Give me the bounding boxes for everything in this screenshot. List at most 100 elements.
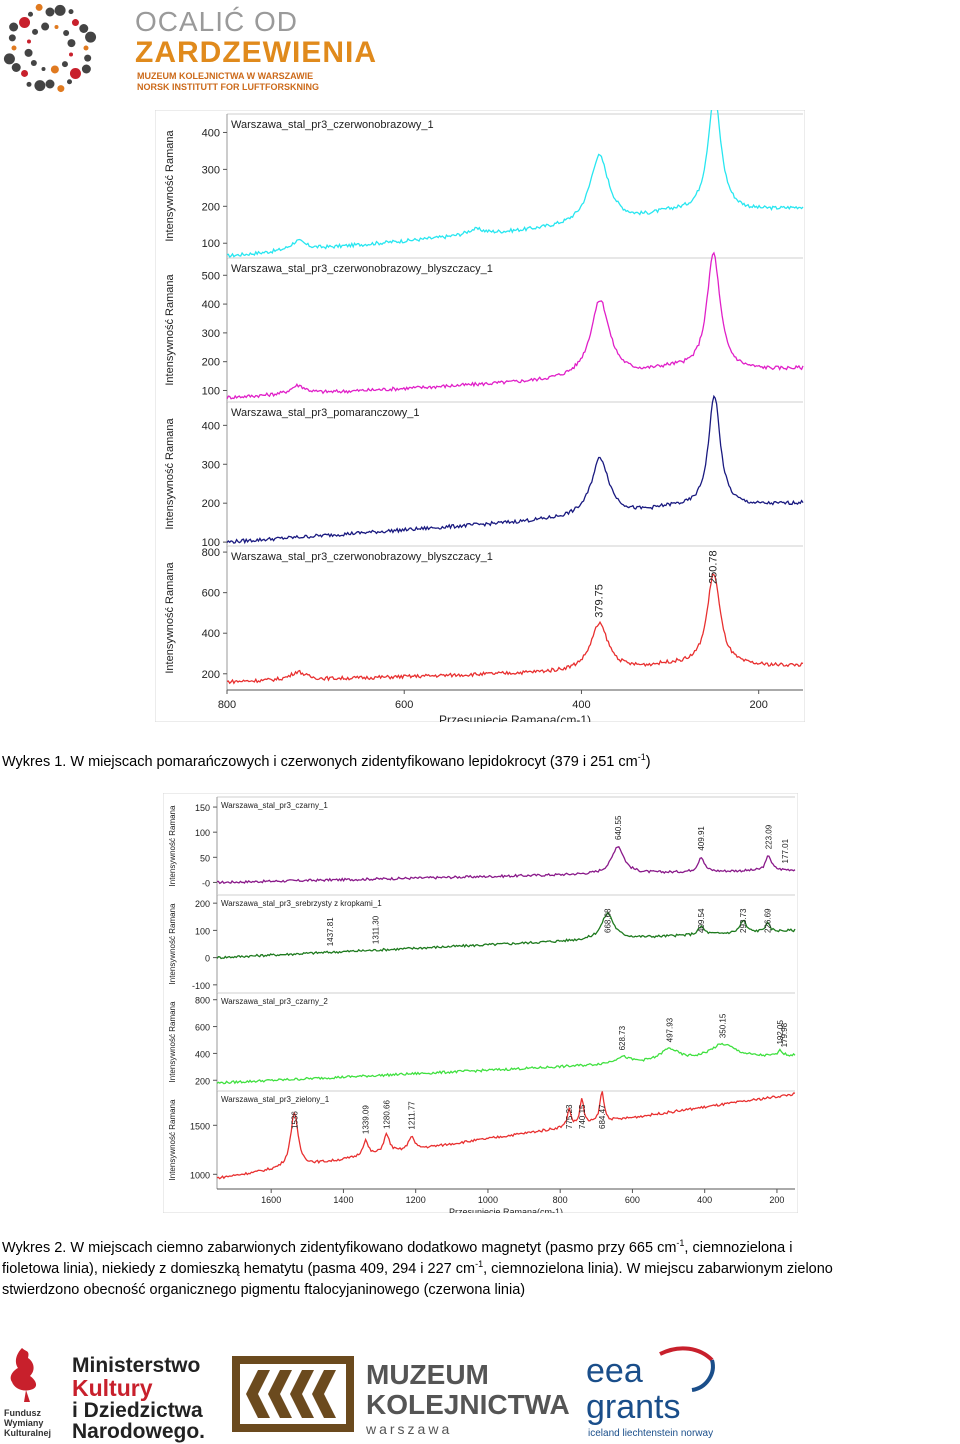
y-axis-label: Intensywność Ramana [168,1099,177,1180]
peak-label: 192.05 [776,1019,785,1044]
peak-label: 177.01 [781,838,790,863]
dotted-circle-logo-icon [3,3,97,93]
y-tick-label: 50 [200,853,210,863]
spectrum-line [226,251,804,400]
logo-dot [81,64,91,74]
panel-title: Warszawa_stal_pr3_zielony_1 [221,1095,330,1104]
fund-line1: Fundusz [4,1408,41,1418]
chart-frame [163,793,798,1213]
panel-title: Warszawa_stal_pr3_czerwonobrazowy_1 [231,119,434,131]
logo-dot [83,45,89,51]
logo-dot [69,52,74,57]
logo-dot [24,48,33,57]
logo-dot [9,22,19,32]
panel-title: Warszawa_stal_pr3_srebrzysty z kropkami_… [221,899,382,908]
fund-line2: Wymiany [4,1418,43,1428]
x-tick-label: 1200 [406,1195,426,1205]
sponsor-logos: Fundusz Wymiany Kulturalnej Ministerstwo… [4,1346,715,1443]
caption-2-sup2: -1 [475,1259,484,1270]
logo-dot [30,59,37,66]
logo-dot [54,24,59,29]
y-axis-label: Intensywność Ramana [164,129,176,241]
ministry-line2: Kultury [72,1375,153,1401]
peak-label: 1536 [290,1111,299,1129]
panel-title: Warszawa_stal_pr3_czerwonobrazowy_blyszc… [231,263,493,275]
museum-line1: MUZEUM [366,1359,489,1390]
panel-title: Warszawa_stal_pr3_czerwonobrazowy_blyszc… [231,551,493,563]
y-axis-label: Intensywność Ramana [168,805,177,886]
x-tick-label: 200 [769,1195,784,1205]
y-tick-label: 100 [195,828,210,838]
logo-dot [61,61,68,68]
x-tick-label: 800 [553,1195,568,1205]
y-tick-label: 400 [202,420,220,432]
peak-label: 628.73 [618,1025,627,1050]
logo-dot [79,24,89,33]
peak-label: 179.98 [780,1022,789,1047]
y-tick-label: 800 [195,996,210,1006]
caption-2-part1: Wykres 2. W miejscach ciemno zabarwionyc… [2,1240,677,1256]
peak-label: 684.47 [598,1104,607,1129]
y-tick-label: 1500 [190,1121,210,1131]
y-tick-label: 200 [202,498,220,510]
logo-dot [85,31,97,43]
y-tick-label: 500 [202,270,220,282]
y-tick-label: 400 [202,127,220,139]
ministry-line1: Ministerstwo [72,1354,200,1377]
dancer-icon [10,1348,37,1402]
figure-2-caption: Wykres 2. W miejscach ciemno zabarwionyc… [2,1238,960,1301]
y-tick-label: 400 [195,1049,210,1059]
fund-line3: Kulturalnej [4,1428,51,1438]
ministry-line3: i Dziedzictwa [72,1399,203,1422]
spectrum-line [226,394,804,545]
peak-label: 293.73 [739,908,748,933]
logo-dot [34,80,46,92]
logo-dot [11,63,21,72]
peak-label: 409.91 [697,826,706,851]
y-axis-label: Intensywność Ramana [168,1001,177,1082]
y-tick-label: 200 [202,201,220,213]
y-tick-label: 600 [202,588,220,600]
panel-title: Warszawa_stal_pr3_czarny_1 [221,801,328,810]
raman-chart-2: -0 50 100 150 Intensywność Ramana Warszawa_st… [163,793,798,1213]
y-tick-label: 400 [202,628,220,640]
logo-dot [21,69,29,77]
logo-dot [19,17,31,29]
peak-label: 1311.30 [371,915,380,944]
logo-dot [3,53,15,65]
x-tick-label: 1400 [333,1195,353,1205]
raman-chart-1: 100 200 300 400 Intensywność Ramana Warszawa_… [155,110,805,722]
caption-2-sup1: -1 [676,1238,685,1249]
logo-dot [71,19,79,27]
chart-frame [155,110,805,722]
logo-dot [26,81,32,87]
railway-museum-icon [232,1356,354,1432]
ministry-line4: Narodowego. [72,1420,205,1443]
x-tick-label: 400 [572,699,590,711]
project-title-line1: OCALIĆ OD [135,6,299,37]
y-axis-label: Intensywność Ramana [164,561,176,673]
project-title-line2: ZARDZEWIENIA [135,36,377,69]
logo-dot [35,3,43,11]
y-tick-label: 300 [202,164,220,176]
x-tick-label: 1600 [261,1195,281,1205]
spectrum-line [226,110,804,259]
x-tick-label: 800 [218,699,236,711]
peak-label: 1280.66 [383,1100,392,1129]
logo-dot [41,67,46,72]
peak-label: 497.93 [665,1017,674,1042]
y-tick-label: 100 [202,385,220,397]
logo-dot [84,54,92,62]
y-tick-label: 100 [202,238,220,250]
y-tick-label: 800 [202,547,220,559]
x-tick-label: 200 [750,699,768,711]
logo-dot [32,28,39,35]
panel-title: Warszawa_stal_pr3_pomaranczowy_1 [231,407,420,419]
y-tick-label: 100 [202,537,220,549]
museum-line2: KOLEJNICTWA [366,1389,570,1420]
peak-label: 226.69 [763,908,772,933]
x-tick-label: 1000 [478,1195,498,1205]
spectrum-line [216,911,796,960]
logo-dot [26,39,31,44]
logo-dot [28,11,33,17]
